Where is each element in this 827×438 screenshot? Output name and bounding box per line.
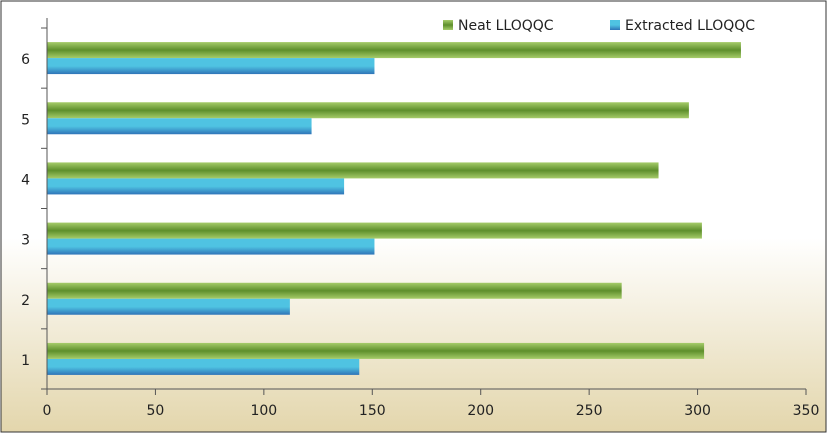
bar-extracted-6 [47, 58, 375, 75]
x-tick-label: 100 [250, 403, 277, 419]
legend-swatch-neat [443, 20, 453, 30]
bar-neat-2 [47, 282, 622, 299]
bar-extracted-3 [47, 238, 375, 255]
x-tick-label: 200 [467, 403, 494, 419]
bar-extracted-2 [47, 298, 290, 315]
y-tick-label: 5 [21, 112, 30, 128]
bar-neat-6 [47, 42, 741, 59]
y-tick-label: 1 [21, 353, 30, 369]
bar-neat-3 [47, 222, 702, 239]
legend-swatch-extracted [610, 20, 620, 30]
axes-group: 1 2 3 4 5 6 0 50 100 150 200 250 300 350 [21, 18, 819, 419]
legend-label-extracted: Extracted LLOQQC [625, 18, 755, 34]
legend-label-neat: Neat LLOQQC [458, 18, 554, 34]
bar-extracted-1 [47, 358, 360, 375]
bar-neat-1 [47, 342, 705, 359]
bar-extracted-4 [47, 178, 345, 195]
bar-extracted-5 [47, 118, 312, 135]
y-tick-label: 6 [21, 52, 30, 68]
y-tick-label: 2 [21, 293, 30, 309]
bar-neat-5 [47, 102, 689, 119]
x-tick-label: 300 [684, 403, 711, 419]
x-tick-label: 250 [576, 403, 603, 419]
x-tick-label: 50 [147, 403, 165, 419]
y-tick-label: 3 [21, 233, 30, 249]
x-tick-label: 150 [359, 403, 386, 419]
bars-group [47, 42, 741, 375]
x-tick-label: 0 [43, 403, 52, 419]
legend: Neat LLOQQC Extracted LLOQQC [443, 18, 755, 34]
bar-neat-4 [47, 162, 659, 179]
y-tick-label: 4 [21, 172, 30, 188]
x-tick-label: 350 [793, 403, 820, 419]
